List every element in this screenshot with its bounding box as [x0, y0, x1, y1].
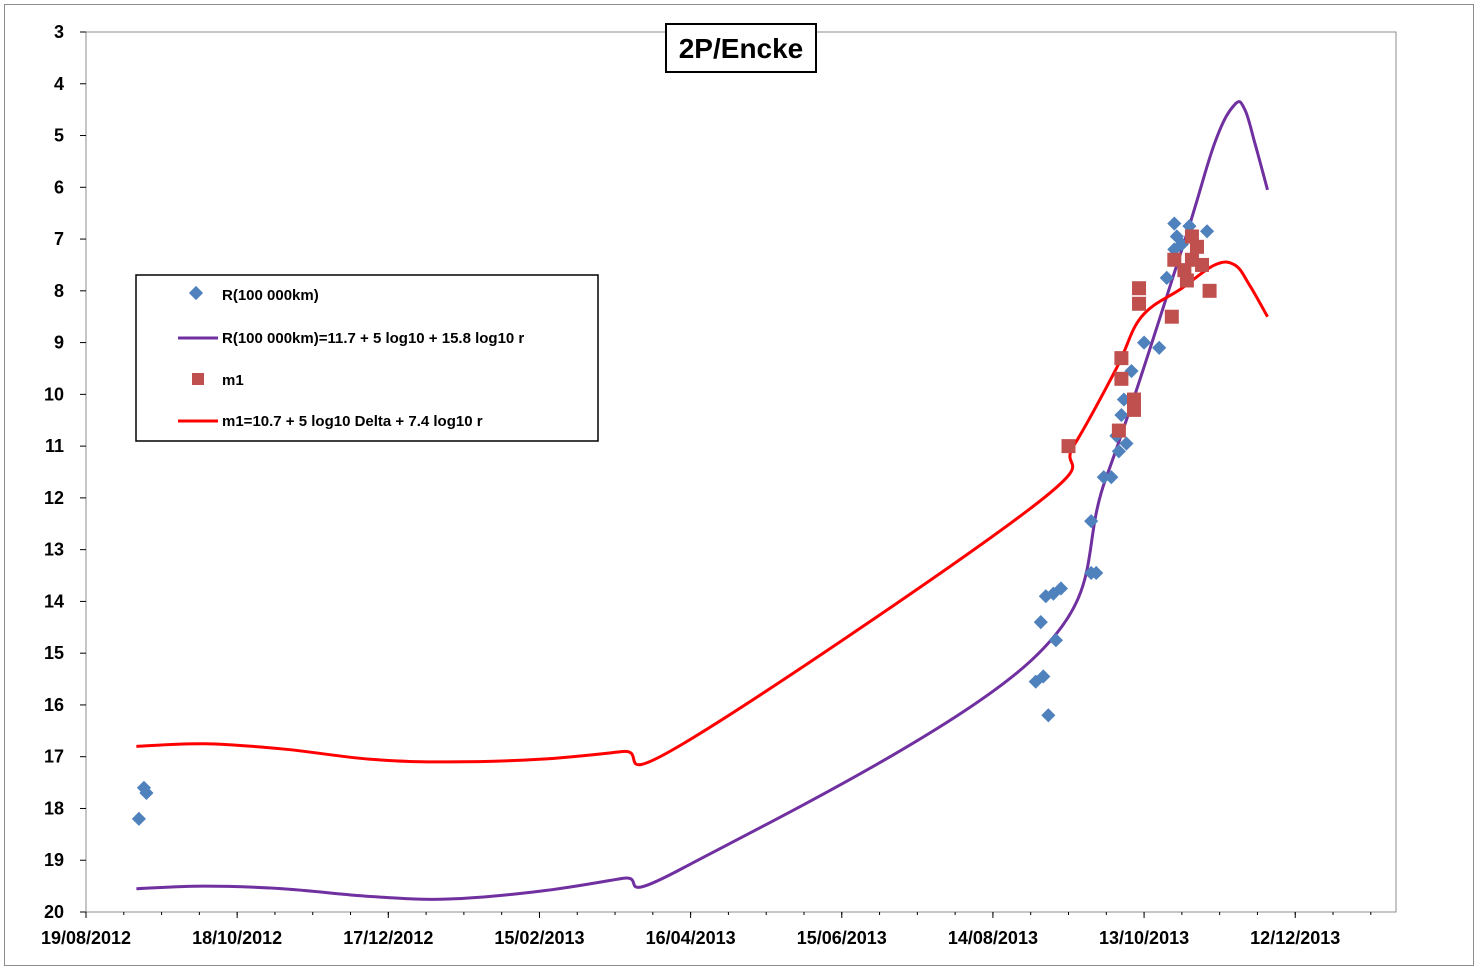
y-tick-label: 11 — [45, 436, 64, 456]
y-tick-label: 15 — [44, 643, 64, 663]
x-tick-label: 15/02/2013 — [494, 928, 584, 948]
x-tick-label: 12/12/2013 — [1250, 928, 1340, 948]
r-data-point — [1084, 514, 1099, 529]
legend-label-r-curve: R(100 000km)=11.7 + 5 log10 + 15.8 log10… — [222, 330, 524, 347]
legend-marker-diamond — [188, 285, 204, 301]
r-data-point — [1111, 444, 1126, 459]
m1-data-point — [1114, 371, 1129, 386]
m1-data-point — [1132, 281, 1147, 296]
m1-data-point — [1195, 257, 1210, 272]
r-data-point — [131, 811, 146, 826]
m1-data-point — [1111, 423, 1126, 438]
m1-data-point — [1202, 283, 1217, 298]
r-data-point — [1159, 270, 1174, 285]
y-tick-label: 18 — [44, 798, 64, 818]
y-tick-label: 13 — [44, 540, 64, 560]
r-data-point — [1089, 565, 1104, 581]
m1-data-point — [1189, 239, 1204, 254]
legend-marker-square — [192, 373, 204, 385]
m1-data-point — [1114, 351, 1129, 366]
plot-series — [131, 100, 1269, 901]
y-tick-label: 10 — [44, 384, 64, 404]
legend-label-m1-curve: m1=10.7 + 5 log10 Delta + 7.4 log10 r — [222, 413, 483, 430]
m1-data-point — [1164, 309, 1179, 324]
r-data-point — [1119, 436, 1134, 451]
r-data-point — [1152, 340, 1167, 355]
x-tick-label: 16/04/2013 — [646, 928, 736, 948]
legend-label-m1-points: m1 — [222, 372, 244, 389]
r-data-point — [1137, 335, 1152, 350]
m1-model-curve — [136, 260, 1269, 767]
m1-data-point — [1061, 439, 1076, 454]
y-tick-label: 9 — [54, 333, 64, 353]
x-tick-label: 13/10/2013 — [1099, 928, 1189, 948]
x-tick-label: 17/12/2012 — [343, 928, 433, 948]
y-tick-label: 19 — [44, 850, 64, 870]
m1-data-point — [1132, 296, 1147, 311]
y-axis: 3 4 5 6 7 8 9 10 11 12 13 14 15 16 17 18 19 20 — [44, 22, 86, 922]
x-tick-label: 18/10/2012 — [192, 928, 282, 948]
r-data-point — [1041, 708, 1056, 723]
y-tick-label: 17 — [44, 747, 64, 767]
y-tick-label: 7 — [54, 229, 64, 249]
x-tick-label: 19/08/2012 — [41, 928, 131, 948]
r-data-point — [1096, 470, 1111, 485]
r-data-point — [1036, 669, 1051, 684]
y-tick-label: 6 — [54, 177, 64, 197]
m1-data-point — [1127, 402, 1141, 417]
r-data-point — [1199, 224, 1215, 239]
y-tick-label: 14 — [44, 591, 64, 611]
legend: R(100 000km) R(100 000km)=11.7 + 5 log10… — [135, 274, 599, 442]
plot-area — [85, 31, 1397, 913]
y-tick-label: 16 — [44, 695, 64, 715]
chart-title: 2P/Encke — [679, 33, 804, 64]
y-tick-label: 8 — [54, 281, 64, 301]
y-tick-label: 20 — [44, 902, 64, 922]
r-data-point — [1033, 615, 1048, 630]
r-data-point — [1048, 633, 1063, 648]
r-data-point — [1053, 581, 1069, 596]
x-tick-label: 15/06/2013 — [797, 928, 887, 948]
y-tick-label: 3 — [54, 22, 64, 42]
r-data-point — [1114, 407, 1129, 423]
chart-title-box: 2P/Encke — [665, 23, 817, 73]
r-data-point — [1167, 216, 1182, 231]
r-model-curve — [136, 100, 1269, 901]
m1-data-point — [1179, 273, 1194, 288]
x-tick-label: 14/08/2013 — [948, 928, 1038, 948]
r-data-point — [1104, 470, 1119, 485]
legend-label-r-points: R(100 000km) — [222, 287, 319, 304]
y-tick-label: 5 — [54, 126, 64, 146]
y-tick-label: 12 — [44, 488, 64, 508]
legend-box — [135, 274, 599, 442]
x-axis: 19/08/2012 18/10/2012 17/12/2012 15/02/2013… — [41, 912, 1372, 948]
y-tick-label: 4 — [54, 74, 64, 94]
r-data-point — [139, 785, 154, 801]
